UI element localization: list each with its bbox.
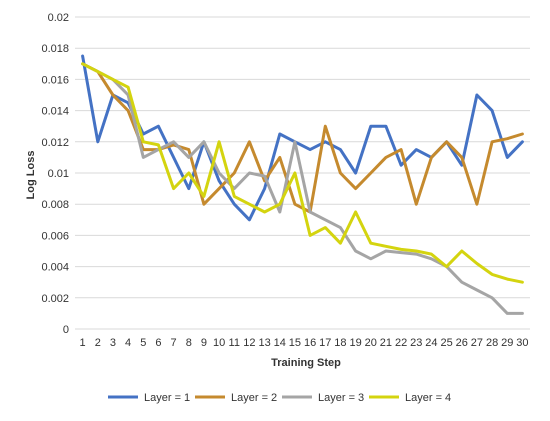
legend-label: Layer = 4: [405, 392, 451, 404]
y-tick-label: 0.004: [41, 262, 69, 274]
x-tick-label: 22: [395, 337, 407, 349]
y-axis-ticks: 0 0.002 0.004 0.006 0.008 0.01 0.012 0.014 0.016…: [41, 12, 69, 336]
series-lines: [81, 54, 524, 315]
y-tick-label: 0.008: [41, 199, 69, 211]
series-line-layer-1: [81, 54, 524, 222]
x-tick-label: 14: [274, 337, 286, 349]
x-tick-label: 7: [171, 337, 177, 349]
x-tick-label: 9: [201, 337, 207, 349]
x-tick-label: 29: [501, 337, 513, 349]
x-tick-label: 2: [95, 337, 101, 349]
y-tick-label: 0.02: [48, 12, 69, 24]
x-axis-title: Training Step: [271, 357, 341, 369]
x-tick-label: 30: [516, 337, 528, 349]
y-tick-label: 0.012: [41, 137, 69, 149]
x-tick-label: 23: [410, 337, 422, 349]
series-line-layer-2: [81, 62, 524, 214]
x-axis-ticks: 1 2 3 4 5 6 7 8 9 10 11 12 13 14 15 16 17 18 19 20 21 22 23 24 2…: [80, 337, 529, 349]
series-line-layer-3: [81, 62, 524, 315]
x-tick-label: 11: [229, 337, 240, 349]
x-tick-label: 27: [471, 337, 483, 349]
x-tick-label: 21: [380, 337, 392, 349]
x-tick-label: 12: [243, 337, 255, 349]
x-tick-label: 20: [365, 337, 377, 349]
legend-label: Layer = 2: [231, 392, 277, 404]
x-tick-label: 24: [425, 337, 437, 349]
x-tick-label: 1: [80, 337, 86, 349]
series-line-layer-4: [81, 62, 524, 284]
x-tick-label: 3: [110, 337, 116, 349]
x-tick-label: 15: [289, 337, 301, 349]
x-tick-label: 17: [319, 337, 331, 349]
legend-label: Layer = 3: [318, 392, 364, 404]
x-tick-label: 8: [186, 337, 192, 349]
x-tick-label: 10: [213, 337, 225, 349]
y-tick-label: 0.016: [41, 74, 69, 86]
y-tick-label: 0.002: [41, 293, 69, 305]
x-tick-label: 4: [125, 337, 131, 349]
legend-label: Layer = 1: [144, 392, 190, 404]
y-axis-title: Log Loss: [25, 151, 37, 200]
y-tick-label: 0.018: [41, 43, 69, 55]
x-tick-label: 16: [304, 337, 316, 349]
x-tick-label: 28: [486, 337, 498, 349]
x-tick-label: 5: [140, 337, 146, 349]
y-tick-label: 0.01: [48, 168, 69, 180]
y-tick-label: 0: [63, 324, 69, 336]
x-tick-label: 26: [456, 337, 468, 349]
x-tick-label: 6: [155, 337, 161, 349]
y-tick-label: 0.006: [41, 230, 69, 242]
y-tick-label: 0.014: [41, 106, 69, 118]
x-tick-label: 18: [334, 337, 346, 349]
x-tick-label: 19: [349, 337, 361, 349]
x-tick-label: 13: [258, 337, 270, 349]
x-tick-label: 25: [440, 337, 452, 349]
legend: Layer = 1 Layer = 2 Layer = 3 Layer = 4: [108, 392, 451, 404]
